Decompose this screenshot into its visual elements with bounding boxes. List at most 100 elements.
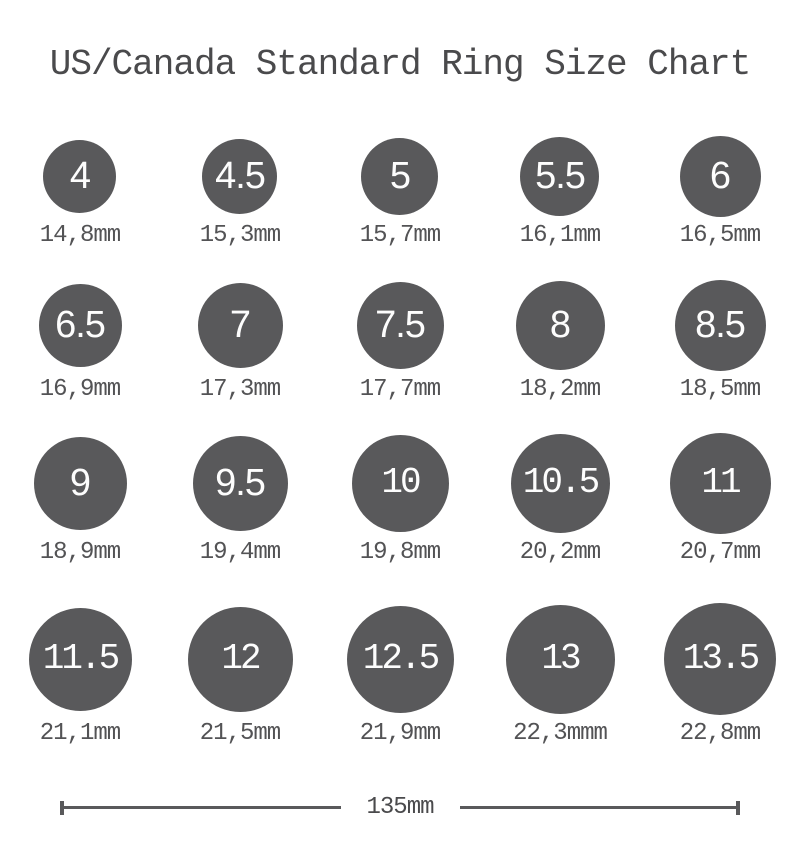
ring-size-item: 7.5 17,7mm xyxy=(356,279,444,403)
ring-circle-slot: 12 xyxy=(187,603,293,715)
page-title: US/Canada Standard Ring Size Chart xyxy=(49,44,752,85)
ring-size-number: 4.5 xyxy=(215,155,266,197)
ring-diameter-label: 15,7mm xyxy=(359,222,441,249)
ring-diameter-label: 17,7mm xyxy=(359,376,441,403)
ring-circle-slot: 9 xyxy=(33,432,127,534)
ring-size-number: 13 xyxy=(541,638,581,679)
ring-row: 4 14,8mm 4.5 15,3mm 5 15,7mm 5.5 16,1mm … xyxy=(0,135,800,249)
ring-circle: 9.5 xyxy=(192,435,288,531)
ring-size-item: 9.5 19,4mm xyxy=(192,432,288,566)
ring-size-number: 9 xyxy=(69,462,91,504)
ring-diameter-label: 16,5mm xyxy=(679,222,761,249)
ring-circle: 6.5 xyxy=(38,283,122,367)
ring-size-number: 8.5 xyxy=(695,304,746,346)
ruler-length-label: 135mm xyxy=(366,794,435,821)
ring-circle-slot: 6 xyxy=(679,135,761,217)
ring-circle: 10.5 xyxy=(510,433,610,533)
ring-circle-slot: 5.5 xyxy=(520,135,600,217)
ring-diameter-label: 21,1mm xyxy=(39,720,121,747)
ring-size-number: 12.5 xyxy=(362,638,440,679)
ring-size-item: 4.5 15,3mm xyxy=(199,135,281,249)
ring-circle-slot: 9.5 xyxy=(192,432,288,534)
ring-diameter-label: 18,2mm xyxy=(519,376,601,403)
ring-circle-slot: 12.5 xyxy=(346,603,454,715)
ring-size-item: 12 21,5mm xyxy=(187,603,293,747)
ring-size-item: 11.5 21,1mm xyxy=(28,603,132,747)
ring-size-number: 5.5 xyxy=(535,155,586,197)
ring-size-number: 9.5 xyxy=(215,462,266,504)
ring-diameter-label: 18,9mm xyxy=(39,539,121,566)
ring-size-number: 7 xyxy=(229,304,251,346)
ring-size-item: 8 18,2mm xyxy=(515,279,605,403)
ring-diameter-label: 16,9mm xyxy=(39,376,121,403)
ring-circle-slot: 8 xyxy=(515,279,605,371)
ring-size-item: 6.5 16,9mm xyxy=(38,279,122,403)
ring-grid: 4 14,8mm 4.5 15,3mm 5 15,7mm 5.5 16,1mm … xyxy=(0,135,800,747)
ring-row: 6.5 16,9mm 7 17,3mm 7.5 17,7mm 8 18,2mm … xyxy=(0,279,800,403)
ring-size-number: 4 xyxy=(69,155,91,197)
ring-size-item: 12.5 21,9mm xyxy=(346,603,454,747)
ring-circle: 10 xyxy=(351,434,449,532)
ring-size-number: 6 xyxy=(709,155,731,197)
ring-circle: 5.5 xyxy=(520,136,600,216)
ring-circle-slot: 11 xyxy=(669,432,771,534)
ring-diameter-label: 20,2mm xyxy=(519,539,601,566)
ring-size-item: 8.5 18,5mm xyxy=(674,279,766,403)
ring-circle-slot: 11.5 xyxy=(28,603,132,715)
ring-diameter-label: 16,1mm xyxy=(519,222,601,249)
ring-circle-slot: 13.5 xyxy=(664,603,776,715)
ring-row: 9 18,9mm 9.5 19,4mm 10 19,8mm 10.5 20,2m… xyxy=(0,432,800,566)
ring-size-item: 7 17,3mm xyxy=(197,279,283,403)
ring-circle: 12.5 xyxy=(346,605,454,713)
ring-circle-slot: 7.5 xyxy=(356,279,444,371)
ring-circle: 9 xyxy=(33,436,127,530)
ring-size-number: 13.5 xyxy=(682,638,760,679)
ring-circle-slot: 13 xyxy=(505,603,615,715)
ruler: 135mm xyxy=(60,794,741,821)
ring-size-item: 10.5 20,2mm xyxy=(510,432,610,566)
ring-circle-slot: 10.5 xyxy=(510,432,610,534)
ring-size-number: 10 xyxy=(381,462,421,503)
ring-size-item: 11 20,7mm xyxy=(669,432,771,566)
ring-diameter-label: 19,8mm xyxy=(359,539,441,566)
ring-diameter-label: 14,8mm xyxy=(39,222,121,249)
ring-size-item: 9 18,9mm xyxy=(33,432,127,566)
ring-circle: 8.5 xyxy=(674,279,766,371)
ring-size-item: 5.5 16,1mm xyxy=(519,135,601,249)
ring-size-number: 6.5 xyxy=(55,304,106,346)
ring-size-number: 11.5 xyxy=(42,638,120,679)
ring-size-number: 10.5 xyxy=(522,462,600,503)
ring-size-item: 13 22,3mmm xyxy=(505,603,615,747)
ring-diameter-label: 21,9mm xyxy=(359,720,441,747)
ring-size-item: 13.5 22,8mm xyxy=(664,603,776,747)
ring-diameter-label: 22,3mmm xyxy=(513,720,608,747)
ring-circle-slot: 4.5 xyxy=(202,135,278,217)
ring-diameter-label: 21,5mm xyxy=(199,720,281,747)
ring-circle: 6 xyxy=(679,135,761,217)
ring-circle: 7.5 xyxy=(356,281,444,369)
ring-diameter-label: 20,7mm xyxy=(679,539,761,566)
ring-circle: 8 xyxy=(515,280,605,370)
ring-circle: 4 xyxy=(43,139,117,213)
ring-circle-slot: 6.5 xyxy=(38,279,122,371)
ring-size-number: 5 xyxy=(389,155,411,197)
ring-circle: 5 xyxy=(361,137,439,215)
ring-diameter-label: 18,5mm xyxy=(679,376,761,403)
ring-size-item: 10 19,8mm xyxy=(351,432,449,566)
ring-circle-slot: 5 xyxy=(361,135,439,217)
ring-circle: 12 xyxy=(187,606,293,712)
ring-circle: 13.5 xyxy=(664,603,776,715)
ring-circle-slot: 4 xyxy=(43,135,117,217)
ring-diameter-label: 15,3mm xyxy=(199,222,281,249)
ring-circle-slot: 7 xyxy=(197,279,283,371)
ring-circle-slot: 10 xyxy=(351,432,449,534)
ring-diameter-label: 19,4mm xyxy=(199,539,281,566)
ring-circle: 13 xyxy=(505,604,615,714)
ring-size-item: 5 15,7mm xyxy=(359,135,441,249)
ring-circle: 11 xyxy=(669,432,771,534)
ring-diameter-label: 22,8mm xyxy=(679,720,761,747)
ring-size-item: 6 16,5mm xyxy=(679,135,761,249)
ring-row: 11.5 21,1mm 12 21,5mm 12.5 21,9mm 13 22,… xyxy=(0,603,800,747)
ring-diameter-label: 17,3mm xyxy=(199,376,281,403)
